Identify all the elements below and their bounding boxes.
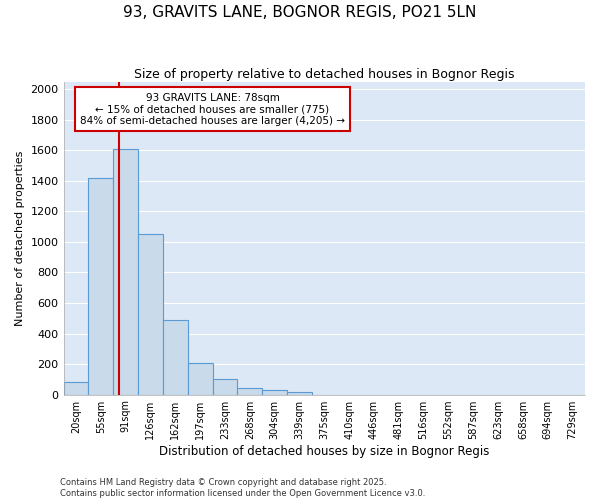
Text: 93, GRAVITS LANE, BOGNOR REGIS, PO21 5LN: 93, GRAVITS LANE, BOGNOR REGIS, PO21 5LN xyxy=(124,5,476,20)
Bar xyxy=(88,178,113,394)
Bar xyxy=(287,392,312,394)
Bar xyxy=(238,388,262,394)
Text: 93 GRAVITS LANE: 78sqm
← 15% of detached houses are smaller (775)
84% of semi-de: 93 GRAVITS LANE: 78sqm ← 15% of detached… xyxy=(80,92,345,126)
Y-axis label: Number of detached properties: Number of detached properties xyxy=(15,150,25,326)
Bar xyxy=(138,234,163,394)
X-axis label: Distribution of detached houses by size in Bognor Regis: Distribution of detached houses by size … xyxy=(159,444,490,458)
Text: Contains HM Land Registry data © Crown copyright and database right 2025.
Contai: Contains HM Land Registry data © Crown c… xyxy=(60,478,425,498)
Bar xyxy=(163,320,188,394)
Bar xyxy=(113,149,138,394)
Bar xyxy=(262,390,287,394)
Bar xyxy=(188,364,212,394)
Bar xyxy=(64,382,88,394)
Bar xyxy=(212,378,238,394)
Title: Size of property relative to detached houses in Bognor Regis: Size of property relative to detached ho… xyxy=(134,68,515,80)
